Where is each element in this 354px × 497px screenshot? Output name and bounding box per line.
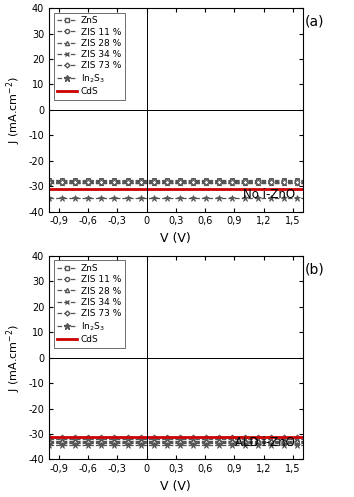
- Text: No i-ZnO: No i-ZnO: [243, 188, 295, 201]
- X-axis label: V (V): V (V): [160, 480, 191, 493]
- X-axis label: V (V): V (V): [160, 232, 191, 245]
- Text: ALD i-ZnO: ALD i-ZnO: [235, 436, 295, 449]
- Text: (b): (b): [305, 262, 325, 276]
- Text: (a): (a): [305, 14, 325, 28]
- Y-axis label: J (mA.cm$^{-2}$): J (mA.cm$^{-2}$): [4, 76, 23, 144]
- Y-axis label: J (mA.cm$^{-2}$): J (mA.cm$^{-2}$): [4, 324, 23, 392]
- Legend: ZnS, ZIS 11 %, ZIS 28 %, ZIS 34 %, ZIS 73 %, In$_2$S$_3$, CdS: ZnS, ZIS 11 %, ZIS 28 %, ZIS 34 %, ZIS 7…: [53, 260, 125, 348]
- Legend: ZnS, ZIS 11 %, ZIS 28 %, ZIS 34 %, ZIS 73 %, In$_2$S$_3$, CdS: ZnS, ZIS 11 %, ZIS 28 %, ZIS 34 %, ZIS 7…: [53, 13, 125, 100]
